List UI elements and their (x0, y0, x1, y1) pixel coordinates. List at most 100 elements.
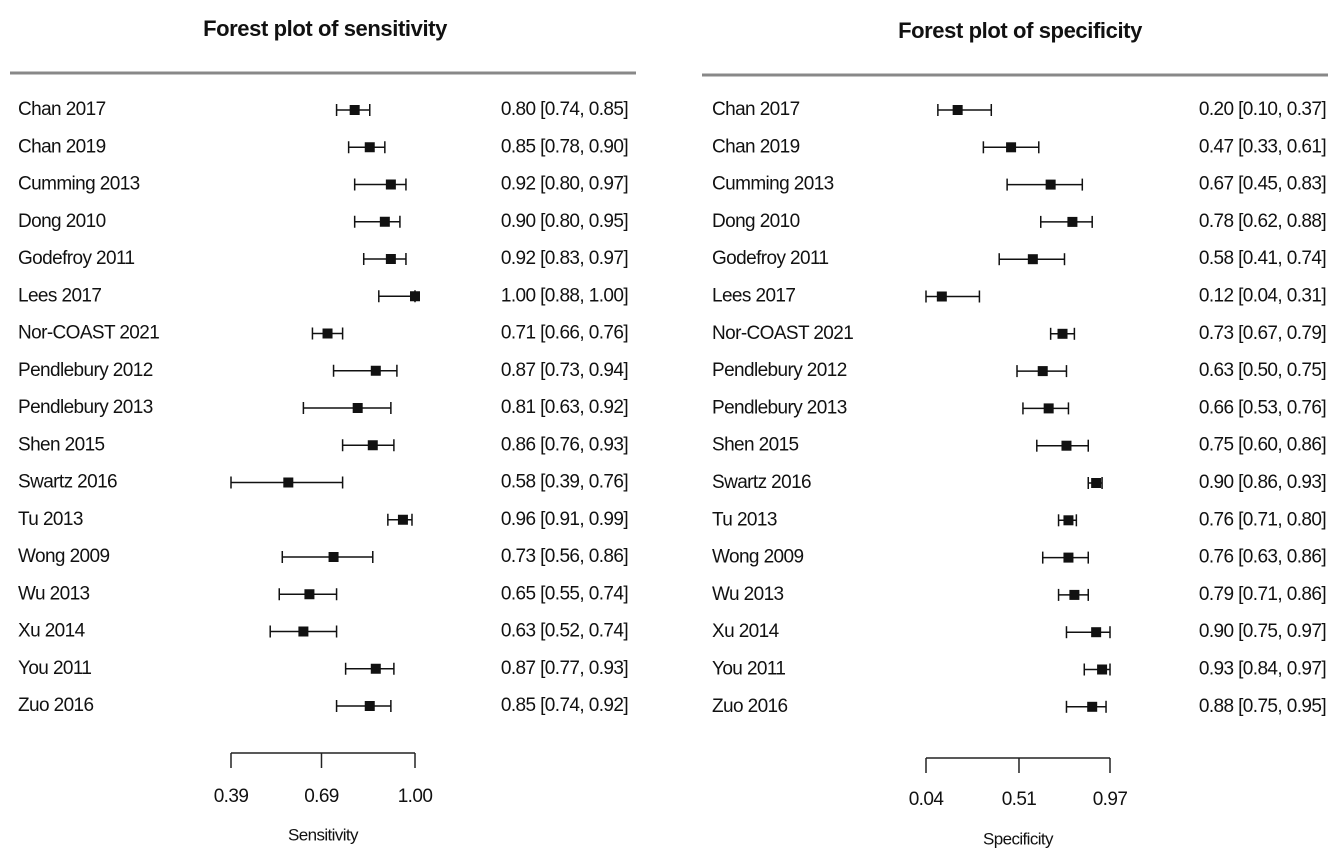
study-label: Dong 2010 (712, 211, 800, 232)
study-label: Lees 2017 (18, 285, 101, 306)
study-label: Pendlebury 2012 (18, 360, 153, 381)
x-tick-label: 0.51 (1002, 789, 1037, 810)
study-label: You 2011 (18, 658, 91, 679)
point-estimate (322, 328, 333, 339)
study-label: Zuo 2016 (18, 695, 94, 716)
study-label: Zuo 2016 (712, 696, 788, 717)
value-label: 0.85 [0.78, 0.90] (501, 136, 628, 157)
study-label: Godefroy 2011 (712, 248, 829, 269)
study-label: Shen 2015 (18, 434, 105, 455)
x-tick-label: 0.04 (909, 789, 945, 810)
value-label: 0.76 [0.71, 0.80] (1199, 509, 1326, 530)
x-tick-label: 0.69 (304, 786, 339, 807)
value-label: 0.78 [0.62, 0.88] (1199, 211, 1326, 232)
study-label: Chan 2017 (712, 99, 800, 120)
study-label: Wu 2013 (712, 584, 784, 605)
point-estimate (1006, 142, 1017, 153)
value-label: 0.67 [0.45, 0.83] (1199, 174, 1326, 195)
study-label: Pendlebury 2013 (18, 397, 153, 418)
study-label: Dong 2010 (18, 211, 106, 232)
point-estimate (1091, 478, 1102, 488)
study-label: Swartz 2016 (18, 472, 117, 493)
value-label: 0.76 [0.63, 0.86] (1199, 547, 1326, 568)
point-estimate (370, 365, 381, 376)
value-label: 0.90 [0.80, 0.95] (501, 211, 628, 232)
chart-title: Forest plot of sensitivity (203, 16, 448, 41)
value-label: 0.20 [0.10, 0.37] (1199, 99, 1326, 120)
value-label: 0.65 [0.55, 0.74] (501, 583, 628, 604)
study-label: Chan 2019 (712, 136, 800, 157)
study-label: Xu 2014 (18, 621, 86, 642)
value-label: 0.90 [0.86, 0.93] (1199, 472, 1326, 493)
value-label: 0.96 [0.91, 0.99] (501, 509, 628, 530)
point-estimate (1067, 216, 1078, 227)
study-label: Tu 2013 (712, 509, 777, 530)
study-label: Godefroy 2011 (18, 248, 135, 269)
point-estimate (352, 403, 363, 413)
value-label: 0.80 [0.74, 0.85] (501, 99, 628, 120)
x-axis-title: Sensitivity (288, 825, 359, 844)
value-label: 0.58 [0.39, 0.76] (501, 472, 628, 493)
study-label: Pendlebury 2012 (712, 360, 847, 381)
point-estimate (1061, 440, 1072, 451)
x-tick-label: 1.00 (398, 786, 433, 807)
point-estimate (397, 514, 408, 525)
study-label: Wu 2013 (18, 583, 90, 604)
value-label: 0.92 [0.83, 0.97] (501, 248, 628, 269)
point-estimate (1045, 179, 1056, 190)
point-estimate (379, 216, 390, 227)
point-estimate (304, 589, 315, 600)
point-estimate (364, 142, 375, 153)
point-estimate (364, 701, 375, 711)
study-label: Cumming 2013 (18, 174, 140, 195)
point-estimate (367, 440, 378, 451)
value-label: 0.58 [0.41, 0.74] (1199, 248, 1326, 269)
value-label: 0.66 [0.53, 0.76] (1199, 397, 1326, 418)
value-label: 0.73 [0.56, 0.86] (501, 546, 628, 567)
value-label: 0.92 [0.80, 0.97] (501, 174, 628, 195)
point-estimate (1057, 328, 1068, 339)
value-label: 0.73 [0.67, 0.79] (1199, 323, 1326, 344)
point-estimate (349, 105, 360, 115)
value-label: 0.63 [0.50, 0.75] (1199, 360, 1326, 381)
point-estimate (298, 626, 309, 637)
value-label: 0.87 [0.77, 0.93] (501, 658, 628, 679)
study-label: Nor-COAST 2021 (712, 323, 853, 344)
study-label: Shen 2015 (712, 435, 799, 456)
value-label: 0.85 [0.74, 0.92] (501, 695, 628, 716)
value-label: 0.86 [0.76, 0.93] (501, 434, 628, 455)
value-label: 0.63 [0.52, 0.74] (501, 621, 628, 642)
value-label: 0.81 [0.63, 0.92] (501, 397, 628, 418)
point-estimate (1069, 589, 1080, 600)
point-estimate (328, 552, 339, 562)
value-label: 0.79 [0.71, 0.86] (1199, 584, 1326, 605)
value-label: 0.87 [0.73, 0.94] (501, 360, 628, 381)
point-estimate (1091, 627, 1102, 638)
point-estimate (1027, 254, 1038, 265)
point-estimate (1097, 664, 1108, 675)
x-tick-label: 0.97 (1093, 789, 1128, 810)
study-label: You 2011 (712, 659, 785, 680)
study-label: Cumming 2013 (712, 174, 834, 195)
point-estimate (952, 105, 963, 115)
study-label: Pendlebury 2013 (712, 397, 847, 418)
x-axis-title: Specificity (983, 829, 1054, 848)
value-label: 0.93 [0.84, 0.97] (1199, 659, 1326, 680)
point-estimate (1063, 552, 1074, 563)
study-label: Lees 2017 (712, 286, 795, 307)
value-label: 1.00 [0.88, 1.00] (501, 285, 628, 306)
point-estimate (410, 291, 420, 302)
point-estimate (385, 179, 396, 190)
value-label: 0.71 [0.66, 0.76] (501, 323, 628, 344)
study-label: Tu 2013 (18, 509, 83, 530)
value-label: 0.12 [0.04, 0.31] (1199, 286, 1326, 307)
point-estimate (936, 291, 947, 302)
chart-title: Forest plot of specificity (898, 18, 1143, 43)
study-label: Swartz 2016 (712, 472, 811, 493)
point-estimate (1037, 366, 1048, 377)
point-estimate (385, 254, 396, 264)
study-label: Wong 2009 (18, 546, 109, 567)
x-tick-label: 0.39 (214, 786, 249, 807)
value-label: 0.90 [0.75, 0.97] (1199, 621, 1326, 642)
value-label: 0.47 [0.33, 0.61] (1199, 136, 1326, 157)
